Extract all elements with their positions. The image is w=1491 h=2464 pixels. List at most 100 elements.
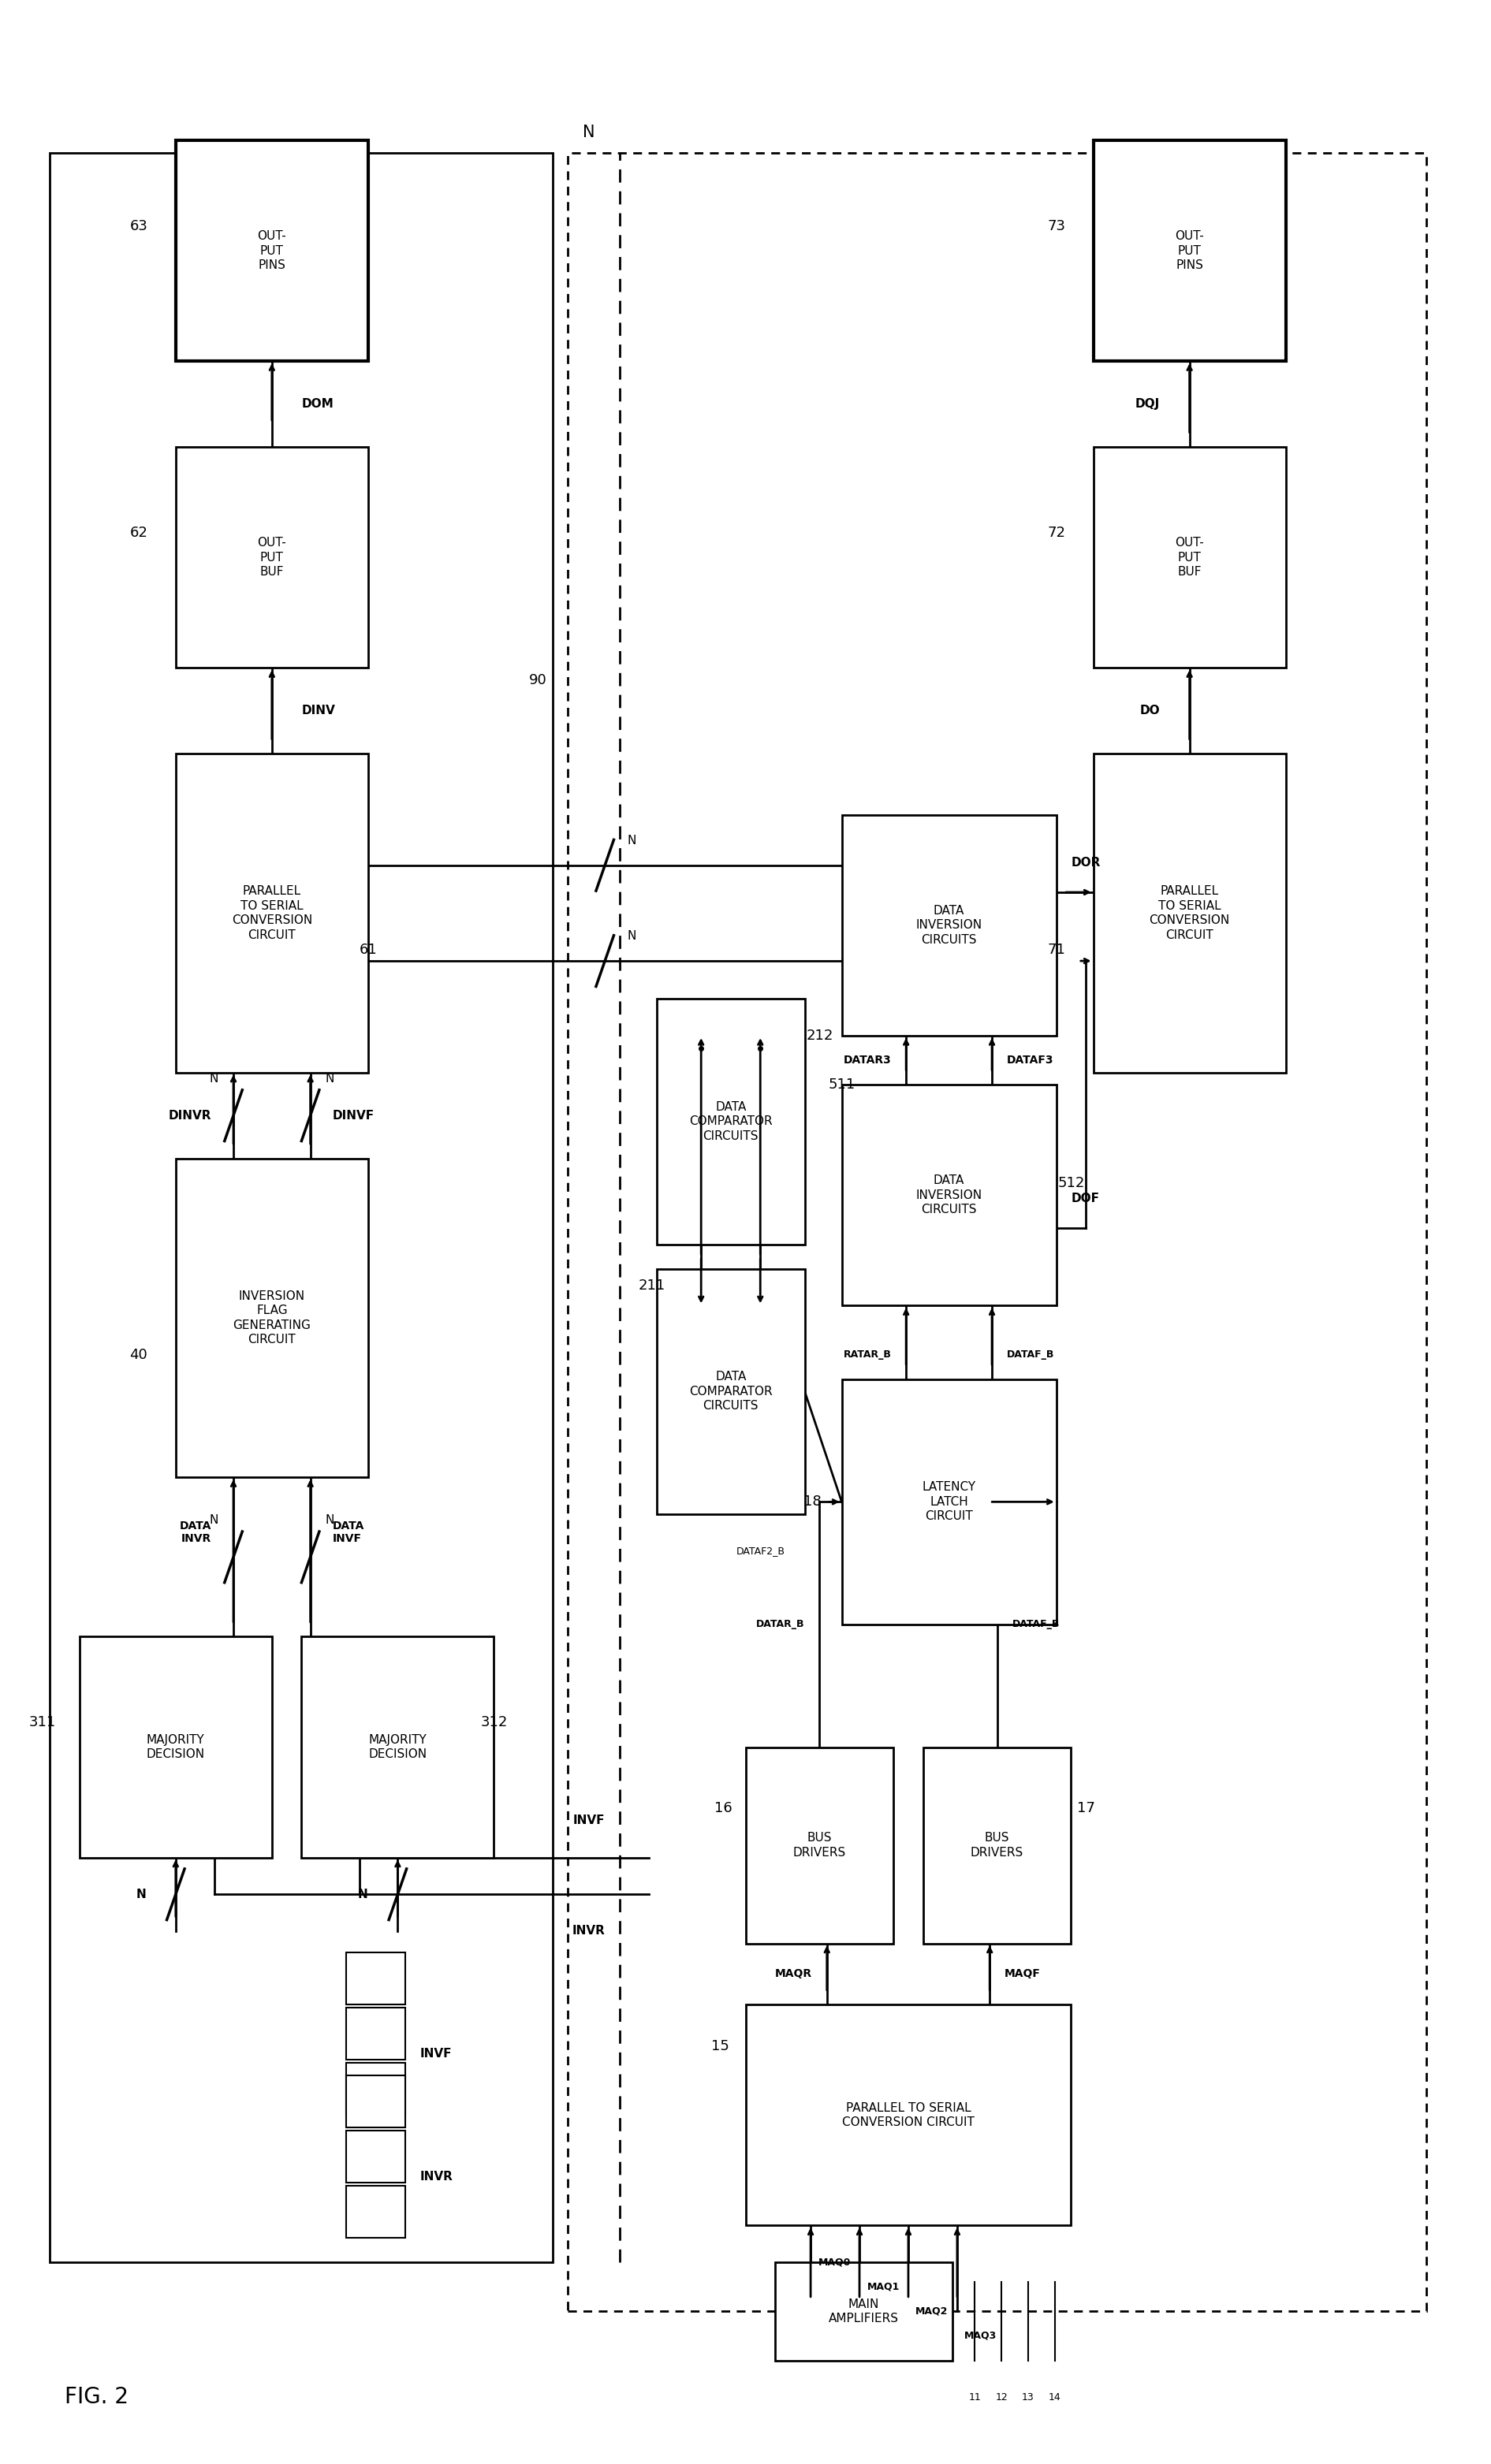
Text: DATAF3: DATAF3: [1006, 1055, 1054, 1067]
Bar: [1093, 754, 1285, 1072]
Text: 72: 72: [1047, 525, 1066, 540]
Text: BUS
DRIVERS: BUS DRIVERS: [793, 1833, 845, 1858]
Bar: [301, 1636, 494, 1858]
Text: INVR: INVR: [420, 2171, 453, 2183]
Text: MAJORITY
DECISION: MAJORITY DECISION: [146, 1735, 204, 1759]
Text: INVR: INVR: [573, 1924, 605, 1937]
Text: 71: 71: [1047, 944, 1066, 956]
Text: DATAF2_B: DATAF2_B: [737, 1545, 784, 1557]
Text: DATA
INVERSION
CIRCUITS: DATA INVERSION CIRCUITS: [915, 904, 983, 946]
Text: 18: 18: [804, 1496, 822, 1508]
Bar: [346, 2131, 406, 2183]
Text: N: N: [210, 1515, 219, 1525]
Bar: [346, 2008, 406, 2060]
Text: N: N: [628, 931, 637, 941]
Text: 73: 73: [1047, 219, 1066, 234]
Text: OUT-
PUT
PINS: OUT- PUT PINS: [258, 229, 286, 271]
Text: N: N: [136, 1887, 146, 1900]
Text: DINVF: DINVF: [332, 1109, 374, 1121]
Bar: [842, 1084, 1056, 1306]
Text: 40: 40: [130, 1348, 148, 1363]
Text: DATAF_B: DATAF_B: [1012, 1619, 1060, 1629]
Text: N: N: [628, 835, 637, 848]
Text: 511: 511: [828, 1077, 856, 1092]
Text: DATA
INVF: DATA INVF: [332, 1520, 364, 1545]
Bar: [656, 998, 805, 1244]
Text: MAQF: MAQF: [1005, 1969, 1041, 1979]
Text: DATA
INVR: DATA INVR: [179, 1520, 212, 1545]
Text: DATAR3: DATAR3: [844, 1055, 892, 1067]
Bar: [49, 153, 553, 2262]
Text: DO: DO: [1139, 705, 1160, 717]
Text: DATAR_B: DATAR_B: [756, 1619, 805, 1629]
Text: RATAR_B: RATAR_B: [844, 1350, 892, 1360]
Bar: [1093, 446, 1285, 668]
Bar: [346, 2186, 406, 2237]
Text: DATA
COMPARATOR
CIRCUITS: DATA COMPARATOR CIRCUITS: [689, 1370, 772, 1412]
Bar: [346, 1951, 406, 2006]
Text: MAQ2: MAQ2: [915, 2306, 948, 2316]
Text: LATENCY
LATCH
CIRCUIT: LATENCY LATCH CIRCUIT: [921, 1481, 977, 1523]
Text: PARALLEL
TO SERIAL
CONVERSION
CIRCUIT: PARALLEL TO SERIAL CONVERSION CIRCUIT: [1150, 885, 1230, 941]
Text: OUT-
PUT
BUF: OUT- PUT BUF: [1175, 537, 1205, 579]
Text: INVF: INVF: [573, 1816, 605, 1826]
Text: MAQ1: MAQ1: [866, 2282, 899, 2292]
Bar: [176, 446, 368, 668]
Text: 15: 15: [711, 2040, 729, 2053]
Text: 62: 62: [130, 525, 148, 540]
Text: 17: 17: [1077, 1801, 1094, 1816]
Text: 311: 311: [28, 1715, 57, 1730]
Text: 61: 61: [359, 944, 377, 956]
Text: DOM: DOM: [301, 399, 334, 409]
Bar: [1093, 140, 1285, 362]
Bar: [923, 1747, 1071, 1944]
Bar: [842, 1380, 1056, 1624]
Text: DATAF_B: DATAF_B: [1006, 1350, 1054, 1360]
Bar: [656, 1269, 805, 1513]
Text: 14: 14: [1048, 2393, 1062, 2402]
Text: N: N: [583, 126, 595, 140]
Text: DATA
INVERSION
CIRCUITS: DATA INVERSION CIRCUITS: [915, 1175, 983, 1215]
Text: OUT-
PUT
BUF: OUT- PUT BUF: [258, 537, 286, 579]
Text: N: N: [325, 1515, 334, 1525]
Text: 13: 13: [1021, 2393, 1035, 2402]
Bar: [176, 754, 368, 1072]
Text: DOR: DOR: [1071, 857, 1100, 870]
Text: PARALLEL TO SERIAL
CONVERSION CIRCUIT: PARALLEL TO SERIAL CONVERSION CIRCUIT: [842, 2102, 975, 2129]
Text: MAJORITY
DECISION: MAJORITY DECISION: [368, 1735, 426, 1759]
Text: INVF: INVF: [420, 2048, 452, 2060]
Bar: [79, 1636, 271, 1858]
Bar: [775, 2262, 953, 2361]
Text: PARALLEL
TO SERIAL
CONVERSION
CIRCUIT: PARALLEL TO SERIAL CONVERSION CIRCUIT: [231, 885, 312, 941]
Text: INVERSION
FLAG
GENERATING
CIRCUIT: INVERSION FLAG GENERATING CIRCUIT: [233, 1291, 310, 1345]
Bar: [746, 1747, 893, 1944]
Text: DQJ: DQJ: [1135, 399, 1160, 409]
Text: 63: 63: [130, 219, 148, 234]
Text: MAQ3: MAQ3: [965, 2331, 997, 2341]
Text: MAQ0: MAQ0: [819, 2257, 851, 2267]
Text: DINV: DINV: [301, 705, 335, 717]
Text: 16: 16: [714, 1801, 732, 1816]
Text: N: N: [325, 1072, 334, 1084]
Text: MAQR: MAQR: [775, 1969, 813, 1979]
Text: DINVR: DINVR: [168, 1109, 212, 1121]
Bar: [746, 2006, 1071, 2225]
Text: DOF: DOF: [1071, 1193, 1099, 1205]
Text: OUT-
PUT
PINS: OUT- PUT PINS: [1175, 229, 1205, 271]
Text: 212: 212: [807, 1027, 833, 1042]
Text: 211: 211: [638, 1279, 666, 1294]
Text: 12: 12: [996, 2393, 1008, 2402]
Text: 312: 312: [480, 1715, 507, 1730]
Bar: [568, 153, 1427, 2311]
Bar: [176, 1158, 368, 1478]
Text: 90: 90: [529, 673, 547, 687]
Text: N: N: [210, 1072, 219, 1084]
Text: 11: 11: [969, 2393, 981, 2402]
Bar: [842, 816, 1056, 1035]
Text: N: N: [358, 1887, 368, 1900]
Text: DATA
COMPARATOR
CIRCUITS: DATA COMPARATOR CIRCUITS: [689, 1101, 772, 1143]
Text: 512: 512: [1057, 1175, 1084, 1190]
Bar: [346, 2075, 406, 2126]
Text: BUS
DRIVERS: BUS DRIVERS: [971, 1833, 1024, 1858]
Bar: [346, 2062, 406, 2114]
